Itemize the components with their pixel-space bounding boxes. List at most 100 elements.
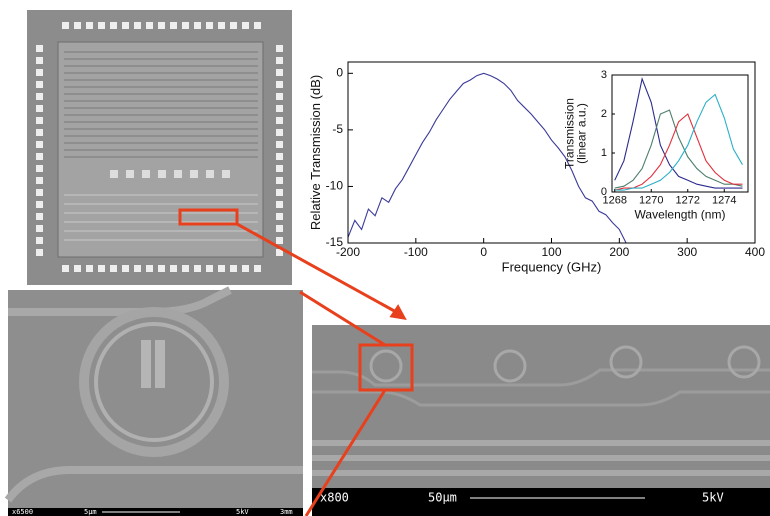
pad: [86, 265, 93, 272]
plot: 1268 1270 1272 1274 0 1 2 3 Wavelength (nm) Trans…: [563, 69, 749, 221]
pad: [276, 57, 283, 64]
sem-background: [8, 290, 303, 516]
pad: [122, 265, 129, 272]
pad: [170, 22, 177, 29]
data-line: [614, 76, 743, 189]
x-axis-label: Frequency (GHz): [502, 260, 602, 275]
y-tick-label: -10: [326, 179, 344, 193]
scale-label: 5μm: [84, 508, 97, 516]
data-line: [614, 109, 743, 189]
plot-area: [612, 75, 748, 192]
voltage: 5kV: [702, 491, 724, 505]
chip-pad-row: [110, 170, 118, 178]
pad: [206, 22, 213, 29]
x-tick-label: 100: [541, 245, 561, 259]
pad: [36, 105, 43, 112]
pad: [36, 117, 43, 124]
sem-left: x6500 5μm 5kV 3mm: [4, 286, 303, 516]
pad: [182, 22, 189, 29]
pad: [276, 69, 283, 76]
pad: [110, 22, 117, 29]
pad: [158, 22, 165, 29]
ring: [369, 349, 403, 383]
pad: [36, 57, 43, 64]
x-axis-label: Wavelength (nm): [635, 207, 726, 221]
pad: [276, 189, 283, 196]
y-axis-label: Relative Transmission (dB): [308, 75, 323, 230]
pad: [276, 213, 283, 220]
chip-pad-row: [142, 170, 150, 178]
pad: [122, 22, 129, 29]
x-tick-label: -200: [336, 245, 360, 259]
ring: [79, 307, 229, 457]
chip-pad-row: [190, 170, 198, 178]
pad: [194, 22, 201, 29]
chip-pad-row: [222, 170, 230, 178]
pad: [36, 177, 43, 184]
y-tick-label: 1: [601, 147, 607, 159]
pad: [206, 265, 213, 272]
data-line: [614, 93, 743, 191]
pad: [36, 201, 43, 208]
pad: [182, 265, 189, 272]
x-tick-label: -100: [404, 245, 428, 259]
y-tick-label: 0: [336, 65, 343, 79]
x-tick-label: 1272: [676, 195, 700, 207]
pad: [276, 93, 283, 100]
pad: [276, 201, 283, 208]
data-line: [614, 113, 743, 191]
contact: [155, 340, 165, 388]
pad: [254, 22, 261, 29]
x-tick-label: 1270: [639, 195, 663, 207]
ring: [609, 345, 643, 379]
y-tick-label: 0: [601, 186, 607, 198]
data-line: [348, 72, 627, 243]
x-tick-label: 300: [677, 245, 697, 259]
zoom-box: [178, 208, 239, 226]
chip-image: [27, 10, 292, 285]
pad: [158, 265, 165, 272]
pad: [276, 153, 283, 160]
x-tick-label: 0: [480, 245, 487, 259]
pad: [276, 129, 283, 136]
pad: [276, 237, 283, 244]
pad: [276, 141, 283, 148]
distance: 3mm: [280, 508, 293, 516]
pad: [170, 265, 177, 272]
pad: [218, 265, 225, 272]
pad: [36, 249, 43, 256]
pad: [146, 265, 153, 272]
pad: [62, 22, 69, 29]
waveguide: [312, 470, 770, 476]
y-axis-label: (linear a.u.): [575, 103, 589, 164]
waveguide: [312, 440, 770, 446]
scale-label: 50μm: [428, 491, 457, 505]
pad: [276, 165, 283, 172]
pad: [36, 153, 43, 160]
pad: [86, 22, 93, 29]
pad: [276, 105, 283, 112]
pad: [276, 177, 283, 184]
ring: [493, 349, 527, 383]
magnification: x6500: [12, 508, 33, 516]
pad: [36, 237, 43, 244]
pad: [276, 225, 283, 232]
pad: [230, 22, 237, 29]
waveguide: [312, 368, 770, 387]
pad: [276, 249, 283, 256]
pad: [36, 165, 43, 172]
chip-pad-row: [126, 170, 134, 178]
zoom-markers: [178, 208, 414, 516]
waveguide: [4, 466, 303, 503]
chip-pad-row: [174, 170, 182, 178]
pad: [146, 22, 153, 29]
y-axis-label: Transmission: [563, 98, 577, 169]
x-tick-label: 200: [609, 245, 629, 259]
x-tick-label: 1274: [712, 195, 736, 207]
sem-right: x800 50μm 5kV: [312, 325, 770, 516]
plot: -200 -100 0 100 200 300 400 -15 -10 -5 0 Frequency …: [308, 61, 765, 275]
pad: [36, 45, 43, 52]
pad: [276, 45, 283, 52]
pad: [134, 22, 141, 29]
